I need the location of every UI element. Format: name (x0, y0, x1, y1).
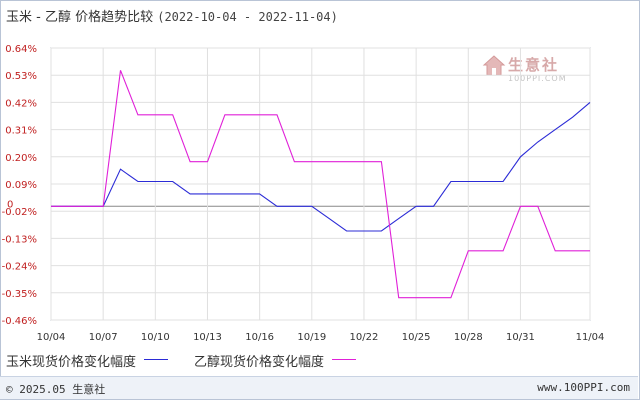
x-tick-label: 10/25 (402, 332, 431, 343)
y-tick-label: 0.42% (5, 98, 37, 109)
x-tick-label: 10/16 (245, 332, 274, 343)
y-tick-label: 0.64% (5, 44, 37, 55)
x-tick-label: 10/31 (506, 332, 535, 343)
chart-title: 玉米 - 乙醇 价格趋势比较 (2022-10-04 - 2022-11-04) (6, 6, 338, 25)
x-tick-label: 10/04 (37, 332, 66, 343)
series-line-corn (51, 101, 591, 232)
chart-legend: 玉米现货价格变化幅度 乙醇现货价格变化幅度 (6, 351, 366, 370)
legend-label-corn: 玉米现货价格变化幅度 (6, 355, 137, 370)
y-tick-label: -0.02% (2, 207, 37, 218)
y-tick-label: 0.20% (5, 153, 37, 164)
legend-swatch-ethanol (332, 359, 357, 360)
y-tick-label: -0.24% (2, 262, 37, 273)
footer-bar: © 2025.05 生意社 www.100PPI.com (0, 376, 638, 399)
x-tick-label: 10/07 (89, 332, 118, 343)
legend-label-ethanol: 乙醇现货价格变化幅度 (194, 355, 325, 370)
series-line-ethanol (51, 70, 590, 299)
x-tick-label: 10/19 (297, 332, 326, 343)
footer-copyright: © 2025.05 生意社 (6, 383, 106, 396)
footer-site-link[interactable]: www.100PPI.com (537, 381, 630, 394)
y-tick-label: -0.46% (2, 316, 37, 327)
y-tick-label: 0.09% (5, 180, 37, 191)
x-tick-label: 10/28 (454, 332, 483, 343)
y-tick-label: -0.35% (2, 289, 37, 300)
y-tick-label: 0.31% (5, 126, 37, 137)
y-tick-label: -0.13% (2, 234, 37, 245)
zero-label: 0 (7, 199, 13, 210)
legend-swatch-corn (144, 359, 169, 360)
x-tick-label: 10/22 (350, 332, 379, 343)
y-tick-label: 0.53% (5, 71, 37, 82)
watermark-subtext: 100PPI.COM (508, 74, 567, 83)
chart-date-range: (2022-10-04 - 2022-11-04) (157, 10, 338, 24)
chart-title-text: 玉米 - 乙醇 价格趋势比较 (6, 10, 154, 25)
x-tick-label: 10/13 (193, 332, 222, 343)
x-tick-label: 11/04 (576, 332, 605, 343)
x-tick-label: 10/10 (141, 332, 170, 343)
